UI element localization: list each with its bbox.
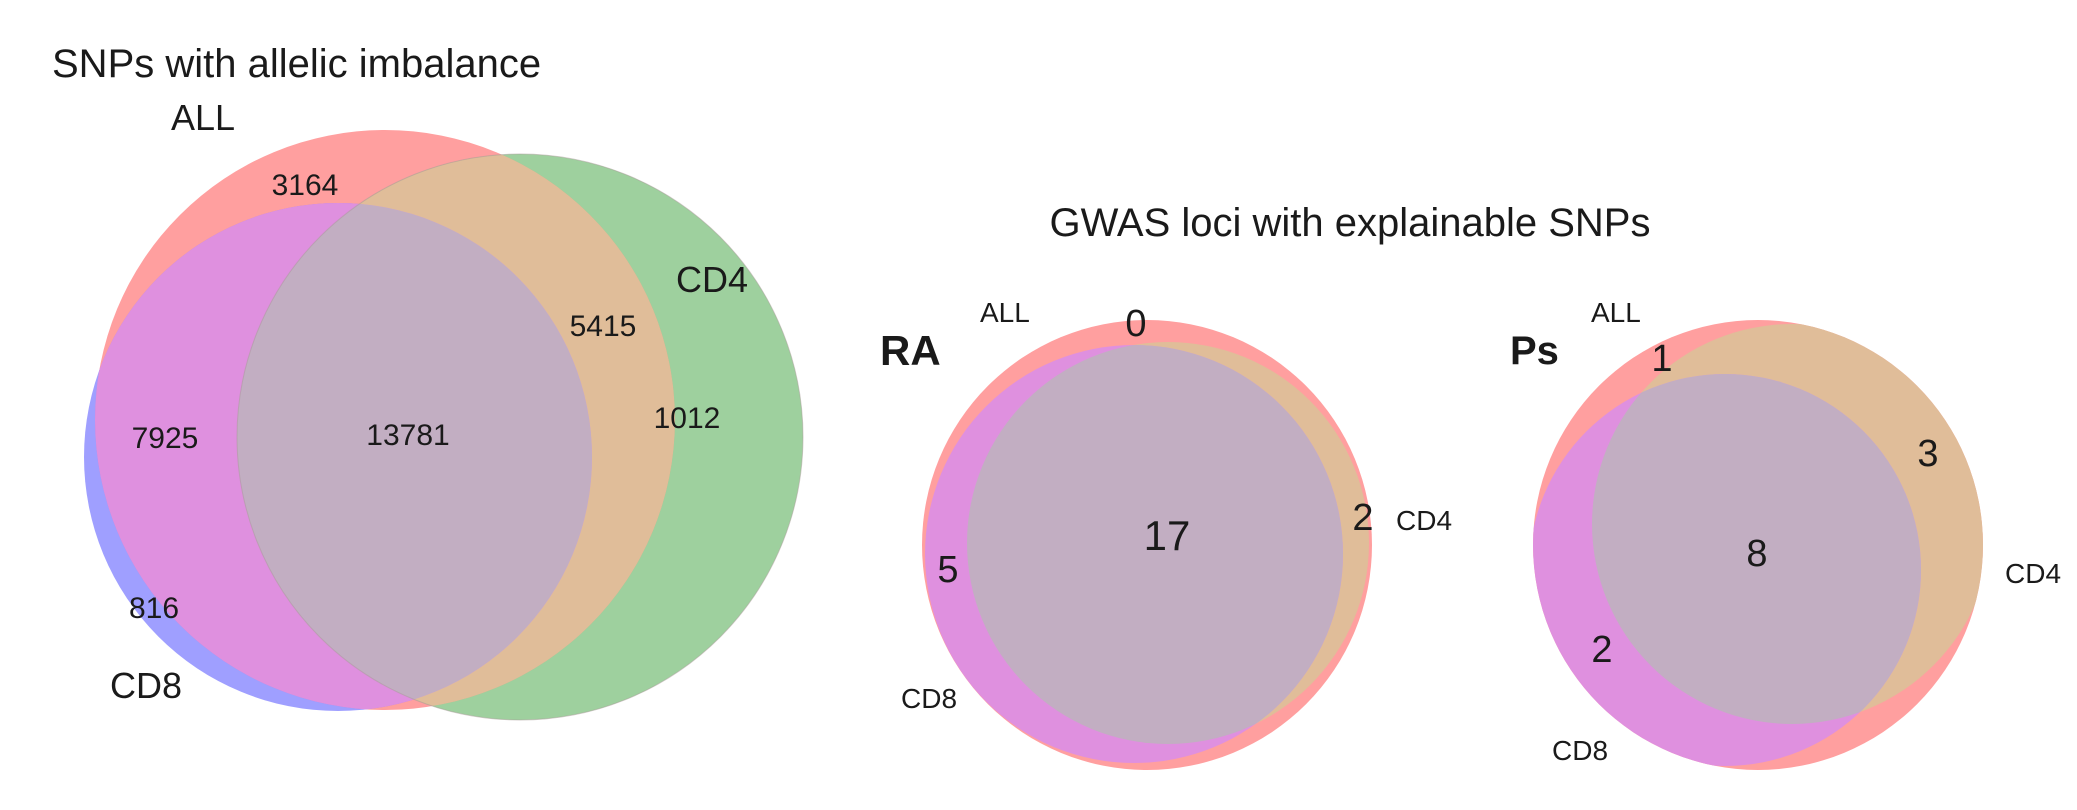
ps-count-all-cd4: 3 — [1917, 433, 1938, 475]
ra-count-all-cd8: 5 — [937, 549, 958, 591]
count-cd8-only: 816 — [129, 592, 179, 625]
panel-label-ps: Ps — [1510, 329, 1559, 373]
ra-set-label-all: ALL — [980, 297, 1030, 328]
ra-count-all-cd4-cd8: 17 — [1144, 512, 1191, 559]
count-all-cd4: 5415 — [570, 310, 637, 343]
ps-set-label-cd4: CD4 — [2005, 558, 2061, 589]
panel-label-ra: RA — [880, 327, 941, 374]
count-cd4-only: 1012 — [654, 402, 721, 435]
venn-snps-allelic-imbalance: SNPs with allelic imbalance ALL CD4 CD8 … — [52, 42, 804, 721]
figure-b-title: GWAS loci with explainable SNPs — [1050, 201, 1651, 245]
ra-count-all-only: 0 — [1125, 303, 1146, 345]
venn-panel-ra: RA ALL CD4 CD8 0 2 5 17 — [880, 297, 1452, 770]
ps-count-all-only: 1 — [1651, 338, 1672, 380]
count-all-cd8: 7925 — [132, 422, 199, 455]
cd4-outline — [236, 153, 804, 721]
ps-set-label-cd8: CD8 — [1552, 735, 1608, 766]
ps-count-all-cd4-cd8: 8 — [1746, 533, 1767, 575]
ra-set-label-cd4: CD4 — [1396, 505, 1452, 536]
ra-count-all-cd4: 2 — [1352, 497, 1373, 539]
ps-count-all-cd8: 2 — [1591, 629, 1612, 671]
ps-set-label-all: ALL — [1591, 297, 1641, 328]
venn-panel-ps: Ps ALL CD4 CD8 1 3 2 8 — [1510, 297, 2061, 770]
count-all-only: 3164 — [272, 169, 339, 202]
ra-overlap-all-cd4-cd8 — [967, 345, 1343, 744]
overlap-all-cd4-cd8 — [237, 203, 592, 710]
set-label-cd8: CD8 — [110, 665, 182, 706]
set-label-all: ALL — [171, 97, 235, 138]
set-label-cd4: CD4 — [676, 259, 748, 300]
count-all-cd4-cd8: 13781 — [366, 419, 449, 452]
figure-a-title: SNPs with allelic imbalance — [52, 42, 541, 86]
ra-set-label-cd8: CD8 — [901, 683, 957, 714]
